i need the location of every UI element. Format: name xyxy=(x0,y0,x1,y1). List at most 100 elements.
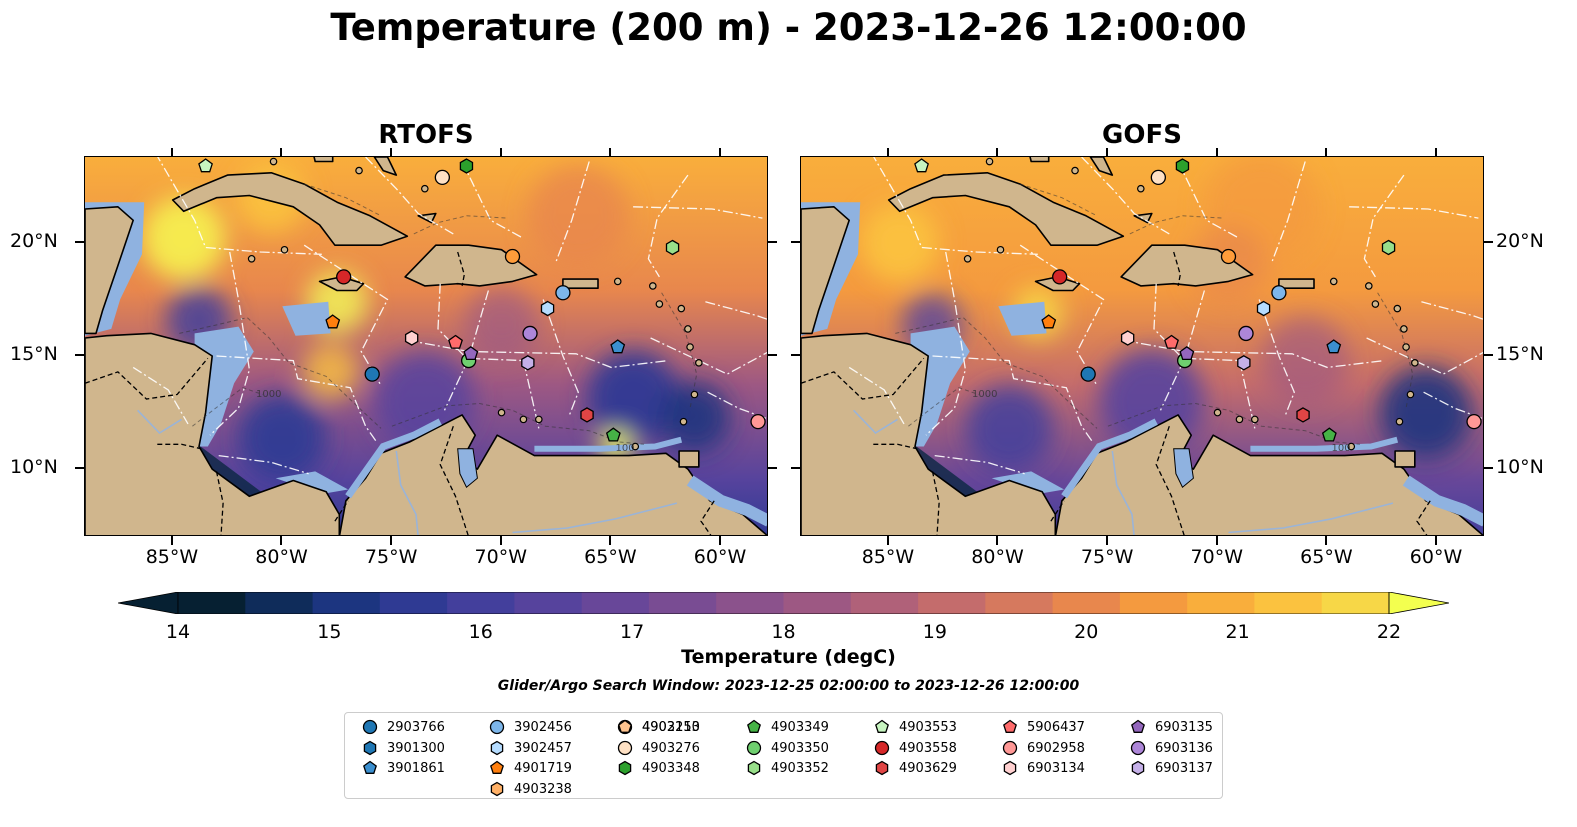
country-border xyxy=(931,471,940,535)
legend-marker-3902456 xyxy=(489,719,505,735)
float-marker-4903352 xyxy=(665,239,680,256)
eez-boundary xyxy=(461,161,524,239)
eez-boundary xyxy=(1363,174,1405,278)
map-panel-gofs[interactable]: 1000 100 xyxy=(800,156,1484,536)
legend-item-4901719: 4901719 xyxy=(488,758,572,778)
lon-tick xyxy=(609,148,612,157)
colorbar-segment xyxy=(312,592,381,614)
river xyxy=(512,502,678,534)
legend-marker xyxy=(490,760,504,774)
colorbar-tick-label: 16 xyxy=(468,621,493,643)
float-marker-6903137 xyxy=(521,355,535,371)
legend-label: 4903352 xyxy=(771,760,829,776)
depth-contour xyxy=(1020,183,1098,217)
legend-item-6903136: 6903136 xyxy=(1129,738,1213,758)
land-trinidad xyxy=(1394,450,1416,468)
land-bahamas-c xyxy=(1133,212,1153,224)
lon-tick xyxy=(170,536,173,545)
lake-maracaibo xyxy=(457,448,478,488)
legend-label: 6903137 xyxy=(1155,760,1213,776)
colorbar-segment xyxy=(245,592,314,614)
float-marker-6902958 xyxy=(1466,413,1482,430)
float-marker-5906437 xyxy=(448,334,463,349)
eez-boundary xyxy=(1349,206,1479,219)
legend-marker-6902958 xyxy=(1002,740,1018,756)
legend-marker xyxy=(1003,719,1017,733)
float-marker-4903348 xyxy=(1175,158,1190,174)
colorbar-segment xyxy=(1321,592,1390,614)
legend-marker xyxy=(746,740,762,756)
coastal-shelf xyxy=(1250,436,1399,452)
coastal-shelf xyxy=(534,436,683,452)
float-marker-3901861 xyxy=(610,339,626,354)
island xyxy=(985,157,994,166)
legend-marker-4903553 xyxy=(875,719,889,733)
land-cuba xyxy=(171,172,409,246)
land-yucatan xyxy=(801,205,851,335)
float-marker-3902456 xyxy=(555,285,571,301)
lon-tick-label: 60°W xyxy=(693,546,747,568)
contour-label-1000: 1000 xyxy=(256,389,281,400)
country-border xyxy=(801,357,925,400)
legend-marker-6903135 xyxy=(1131,719,1145,733)
lon-tick xyxy=(499,536,502,545)
float-marker-6903134 xyxy=(1120,330,1135,346)
float-marker-4903349 xyxy=(605,427,621,442)
land-trinidad xyxy=(678,450,700,468)
eez-boundary xyxy=(934,454,1025,475)
island xyxy=(1137,184,1145,193)
river xyxy=(1111,450,1135,535)
float-marker-3902456 xyxy=(1271,285,1287,301)
temperature-patch xyxy=(238,393,327,482)
legend-item-4903352: 4903352 xyxy=(745,758,829,778)
lat-tick xyxy=(75,240,84,243)
temperature-patch xyxy=(860,203,940,283)
map-panel-rtofs[interactable]: 1000 100 xyxy=(84,156,768,536)
lon-tick xyxy=(1434,148,1437,157)
island xyxy=(1251,415,1259,424)
legend-marker-4903558 xyxy=(874,740,890,756)
lat-tick xyxy=(791,240,800,243)
lon-tick xyxy=(389,536,392,545)
shallow-shelf-mask xyxy=(282,301,331,336)
eez-boundary xyxy=(1177,161,1240,239)
eez-boundary xyxy=(1366,337,1483,375)
legend-item-4903238: 4903238 xyxy=(488,779,572,799)
colorbar-label: Temperature (degC) xyxy=(681,646,896,668)
shallow-shelf-mask xyxy=(275,471,349,494)
island xyxy=(1406,390,1415,399)
country-border xyxy=(157,443,202,450)
lon-tick xyxy=(1105,536,1108,545)
river xyxy=(1228,502,1394,534)
legend-label: 3902457 xyxy=(514,740,572,756)
colorbar-tick-label: 21 xyxy=(1225,621,1250,643)
lat-tick xyxy=(791,467,800,470)
eez-boundary xyxy=(218,454,309,475)
legend-marker-2903766 xyxy=(362,719,378,735)
legend-label: 6903135 xyxy=(1155,719,1213,735)
legend-marker xyxy=(875,719,889,733)
lon-tick xyxy=(280,148,283,157)
country-border xyxy=(85,357,209,400)
colorbar-segment xyxy=(447,592,515,614)
eez-boundary xyxy=(925,251,967,436)
island xyxy=(1402,343,1410,351)
lon-tick xyxy=(718,536,721,545)
legend-marker-3901861 xyxy=(363,760,377,774)
land-bahamas-b xyxy=(373,157,398,176)
lon-tick xyxy=(996,148,999,157)
legend-marker xyxy=(617,740,633,756)
island xyxy=(269,157,278,166)
temperature-patch xyxy=(142,196,226,281)
legend-item-3902456: 3902456 xyxy=(488,717,572,737)
legend-marker-4903348 xyxy=(618,760,632,776)
eez-boundary xyxy=(216,355,378,443)
island xyxy=(497,408,506,417)
eez-boundary xyxy=(647,174,689,278)
island xyxy=(1347,442,1356,451)
lon-tick xyxy=(1325,148,1328,157)
temperature-patch xyxy=(1379,366,1472,459)
legend-marker xyxy=(363,740,377,756)
lat-tick xyxy=(75,467,84,470)
legend-item-4903553: 4903553 xyxy=(873,717,957,737)
